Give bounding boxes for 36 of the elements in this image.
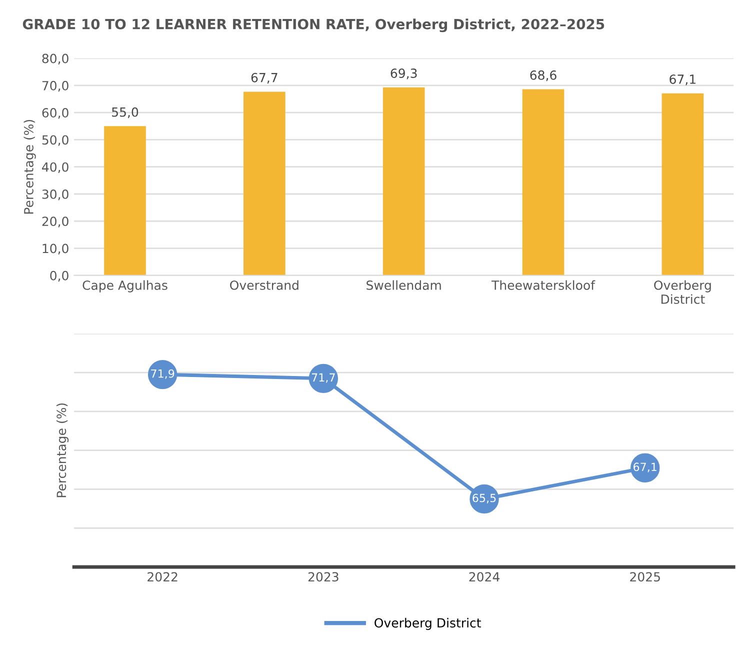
x-tick-label: 2022: [148, 572, 178, 582]
data-label: 67,7: [251, 72, 278, 84]
data-label: 67,1: [670, 74, 696, 86]
x-tick-label: Swellendam: [366, 280, 441, 290]
bar: [104, 126, 146, 276]
y-axis-title: Percentage (%): [56, 403, 69, 498]
y-tick-label: 20,0: [42, 216, 68, 228]
y-tick-label: 40,0: [42, 162, 68, 174]
y-tick-label: 60,0: [42, 108, 68, 119]
bar: [522, 89, 564, 276]
data-label: 68,6: [530, 70, 556, 82]
y-tick-label: 30,0: [42, 189, 68, 200]
data-label: 71,9: [151, 369, 174, 379]
data-label: 69,3: [390, 68, 417, 80]
x-tick-label: Theewaterskloof: [492, 280, 596, 290]
data-label: 65,5: [472, 494, 496, 504]
data-label: 55,0: [112, 107, 138, 118]
y-tick-label: 10,0: [42, 244, 68, 254]
x-tick-label: 2025: [630, 572, 660, 582]
y-tick-label: 0,0: [50, 270, 68, 282]
x-tick-label: Cape Agulhas: [82, 280, 168, 292]
legend-label: Overberg District: [374, 618, 482, 630]
bar: [382, 87, 425, 276]
y-tick-label: 80,0: [42, 54, 68, 65]
y-tick-label: 50,0: [42, 135, 68, 146]
x-tick-label: 2023: [308, 572, 338, 582]
bar: [244, 92, 286, 276]
y-axis-title: Percentage (%): [24, 120, 36, 214]
y-tick-label: 70,0: [42, 80, 68, 92]
x-tick-label: Overstrand: [230, 280, 298, 290]
x-tick-label: 2024: [469, 572, 500, 582]
data-label: 67,1: [634, 462, 656, 472]
x-tick-label: Overberg District: [654, 280, 711, 304]
data-label: 71,7: [312, 373, 335, 383]
chart-title: GRADE 10 TO 12 LEARNER RETENTION RATE, Overberg District, 2022–2025: [22, 18, 604, 32]
bar: [662, 93, 704, 276]
